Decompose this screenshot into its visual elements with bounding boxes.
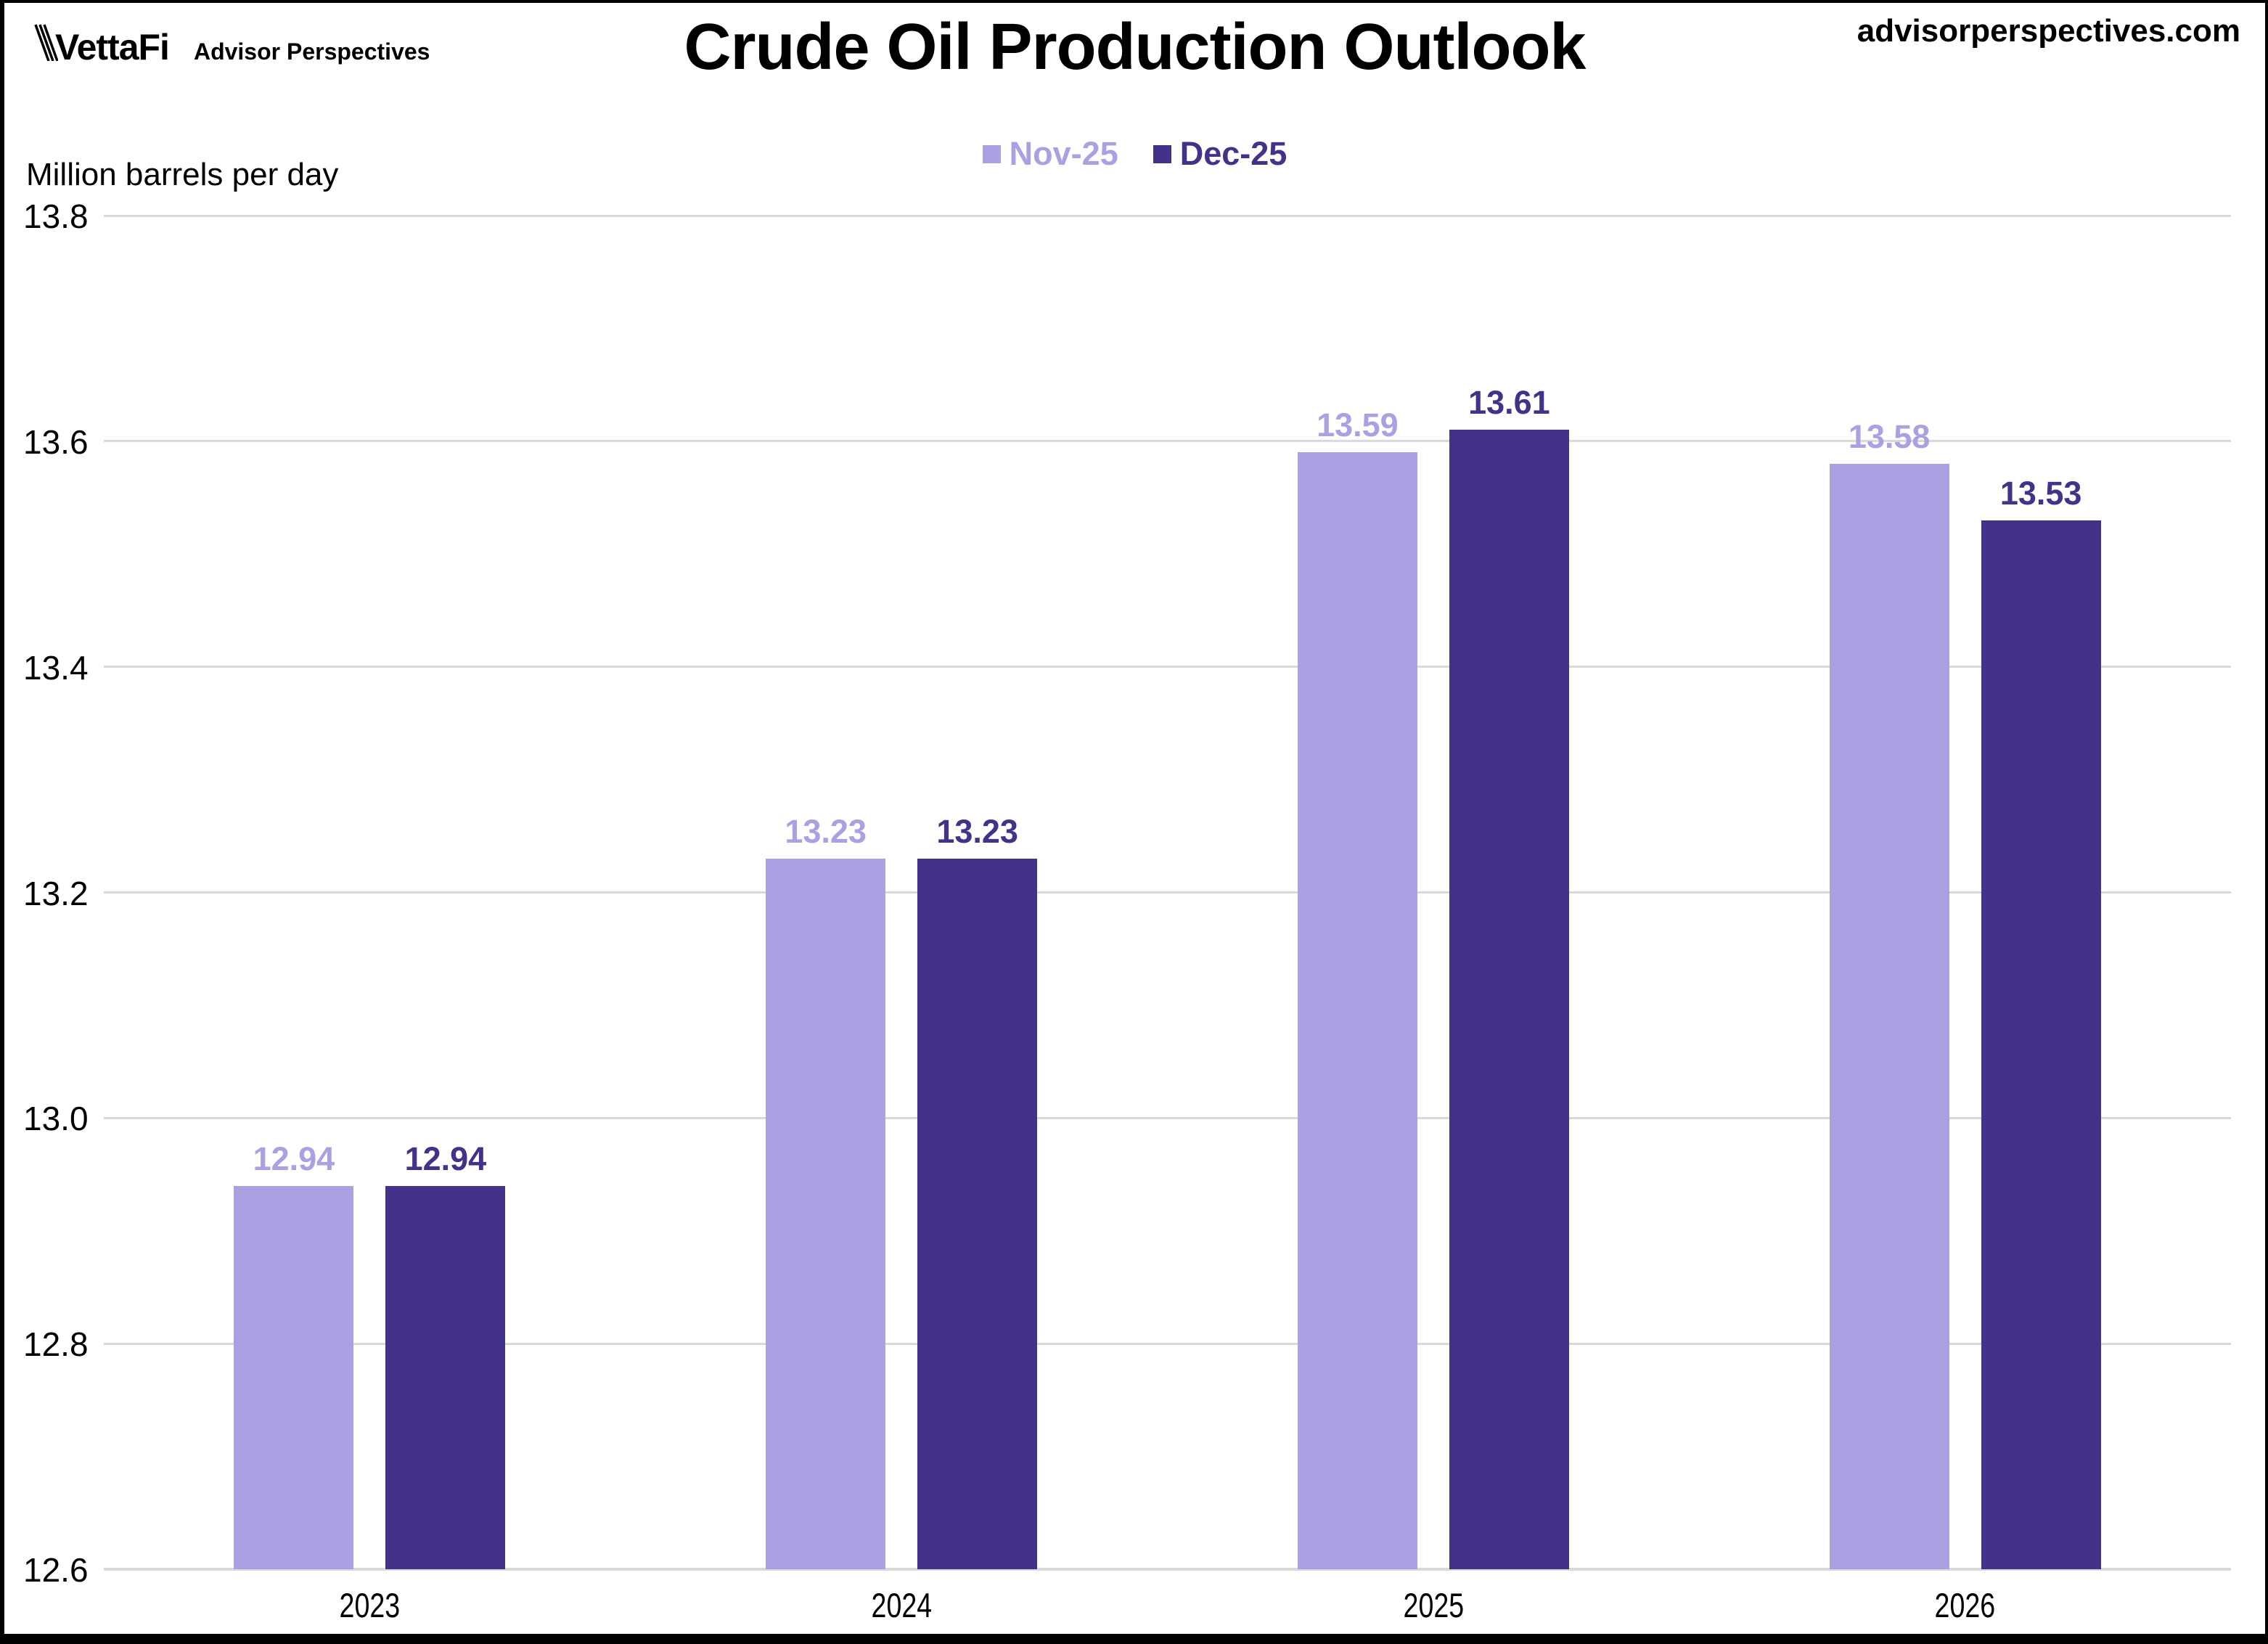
x-tick-label: 2024	[871, 1586, 932, 1624]
gridline-13.6	[104, 440, 2231, 443]
legend-item-Nov-25: Nov-25	[982, 135, 1118, 173]
brand-subtitle: Advisor Perspectives	[193, 38, 430, 65]
bar-Dec-25-2025	[1449, 430, 1569, 1569]
bar-Nov-25-2026	[1829, 463, 1949, 1569]
bar-value-label: 12.94	[404, 1140, 487, 1177]
brand-name-text: VettaFi	[55, 27, 170, 68]
website-text: advisorperspectives.com	[1856, 13, 2240, 49]
legend: Nov-25 Dec-25	[4, 135, 2265, 173]
gridline-12.8	[104, 1342, 2231, 1345]
y-tick-label: 12.8	[23, 1325, 89, 1364]
bar-value-label: 12.94	[253, 1140, 335, 1177]
x-tick-label: 2026	[1934, 1586, 1996, 1624]
brand-logo: VettaFi Advisor Perspectives	[33, 22, 430, 68]
gridline-13.0	[104, 1116, 2231, 1119]
bar-value-label: 13.23	[936, 812, 1018, 850]
bar-Dec-25-2024	[917, 858, 1038, 1569]
plot-area: 13.8 13.6 13.4 13.2 13.0 12.8 12.6 12.94 12.94 20…	[4, 3, 2265, 1634]
y-tick-label: 13.0	[23, 1100, 89, 1138]
y-tick-label: 12.6	[23, 1551, 89, 1589]
bar-value-label: 13.61	[1468, 384, 1550, 422]
y-tick-label: 13.2	[23, 874, 89, 912]
legend-swatch-icon	[982, 144, 1001, 163]
bar-value-label: 13.59	[1317, 406, 1399, 444]
legend-label: Dec-25	[1179, 135, 1287, 172]
legend-item-Dec-25: Dec-25	[1153, 135, 1287, 173]
y-axis-label: Million barrels per day	[26, 157, 339, 192]
gridline-13.2	[104, 891, 2231, 893]
bar-Dec-25-2026	[1981, 520, 2101, 1569]
gridline-13.8	[104, 214, 2231, 217]
x-tick-label: 2025	[1403, 1586, 1464, 1624]
vettafi-stripes-icon	[34, 24, 58, 61]
bar-value-label: 13.23	[785, 812, 867, 850]
bar-value-label: 13.58	[1848, 417, 1931, 455]
bar-Nov-25-2024	[766, 858, 886, 1569]
legend-swatch-icon	[1153, 144, 1171, 163]
chart-title: Crude Oil Production Outlook	[684, 11, 1587, 83]
bar-value-label: 13.53	[1999, 474, 2082, 512]
bar-Nov-25-2025	[1297, 452, 1417, 1569]
y-tick-label: 13.6	[23, 422, 89, 461]
legend-label: Nov-25	[1009, 135, 1118, 172]
x-tick-label: 2023	[339, 1586, 401, 1624]
gridline-12.6	[104, 1568, 2231, 1571]
bar-Dec-25-2023	[385, 1185, 506, 1569]
bar-Nov-25-2023	[234, 1185, 354, 1569]
gridline-13.4	[104, 666, 2231, 668]
y-tick-label: 13.8	[23, 197, 89, 235]
vettafi-logo: VettaFi	[33, 22, 170, 68]
y-tick-label: 13.4	[23, 648, 89, 687]
